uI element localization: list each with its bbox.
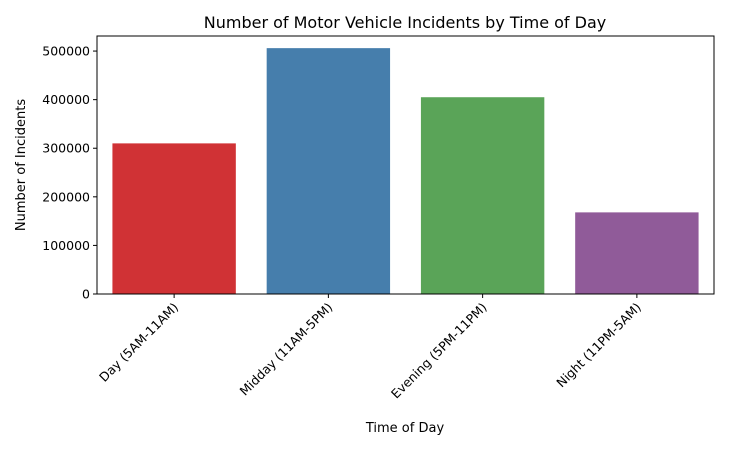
bar-3 [420,97,545,294]
bar-2 [266,48,391,294]
chart-title: Number of Motor Vehicle Incidents by Tim… [204,13,606,32]
y-tick-label: 100000 [42,238,90,253]
x-tick-label: Night (11PM-5AM) [553,300,644,391]
y-axis-label: Number of Incidents [14,99,29,231]
y-tick-label: 500000 [42,44,90,59]
x-axis-label: Time of Day [365,421,445,436]
y-tick-label: 200000 [42,189,90,204]
x-tick-label: Midday (11AM-5PM) [237,300,336,399]
y-axis-ticks: 0 100000 200000 300000 400000 500000 [42,44,97,302]
bar-4 [575,212,699,294]
y-tick-label: 300000 [42,141,90,156]
x-tick-label: Day (5AM-11AM) [96,300,181,385]
x-axis-ticks: Day (5AM-11AM) Midday (11AM-5PM) Evening (… [96,294,644,401]
y-tick-label: 400000 [42,92,90,107]
y-tick-label: 0 [82,287,90,302]
x-tick-label: Evening (5PM-11PM) [388,300,490,402]
bars-layer [112,48,699,294]
bar-1 [112,143,236,294]
plot-frame [96,35,715,295]
